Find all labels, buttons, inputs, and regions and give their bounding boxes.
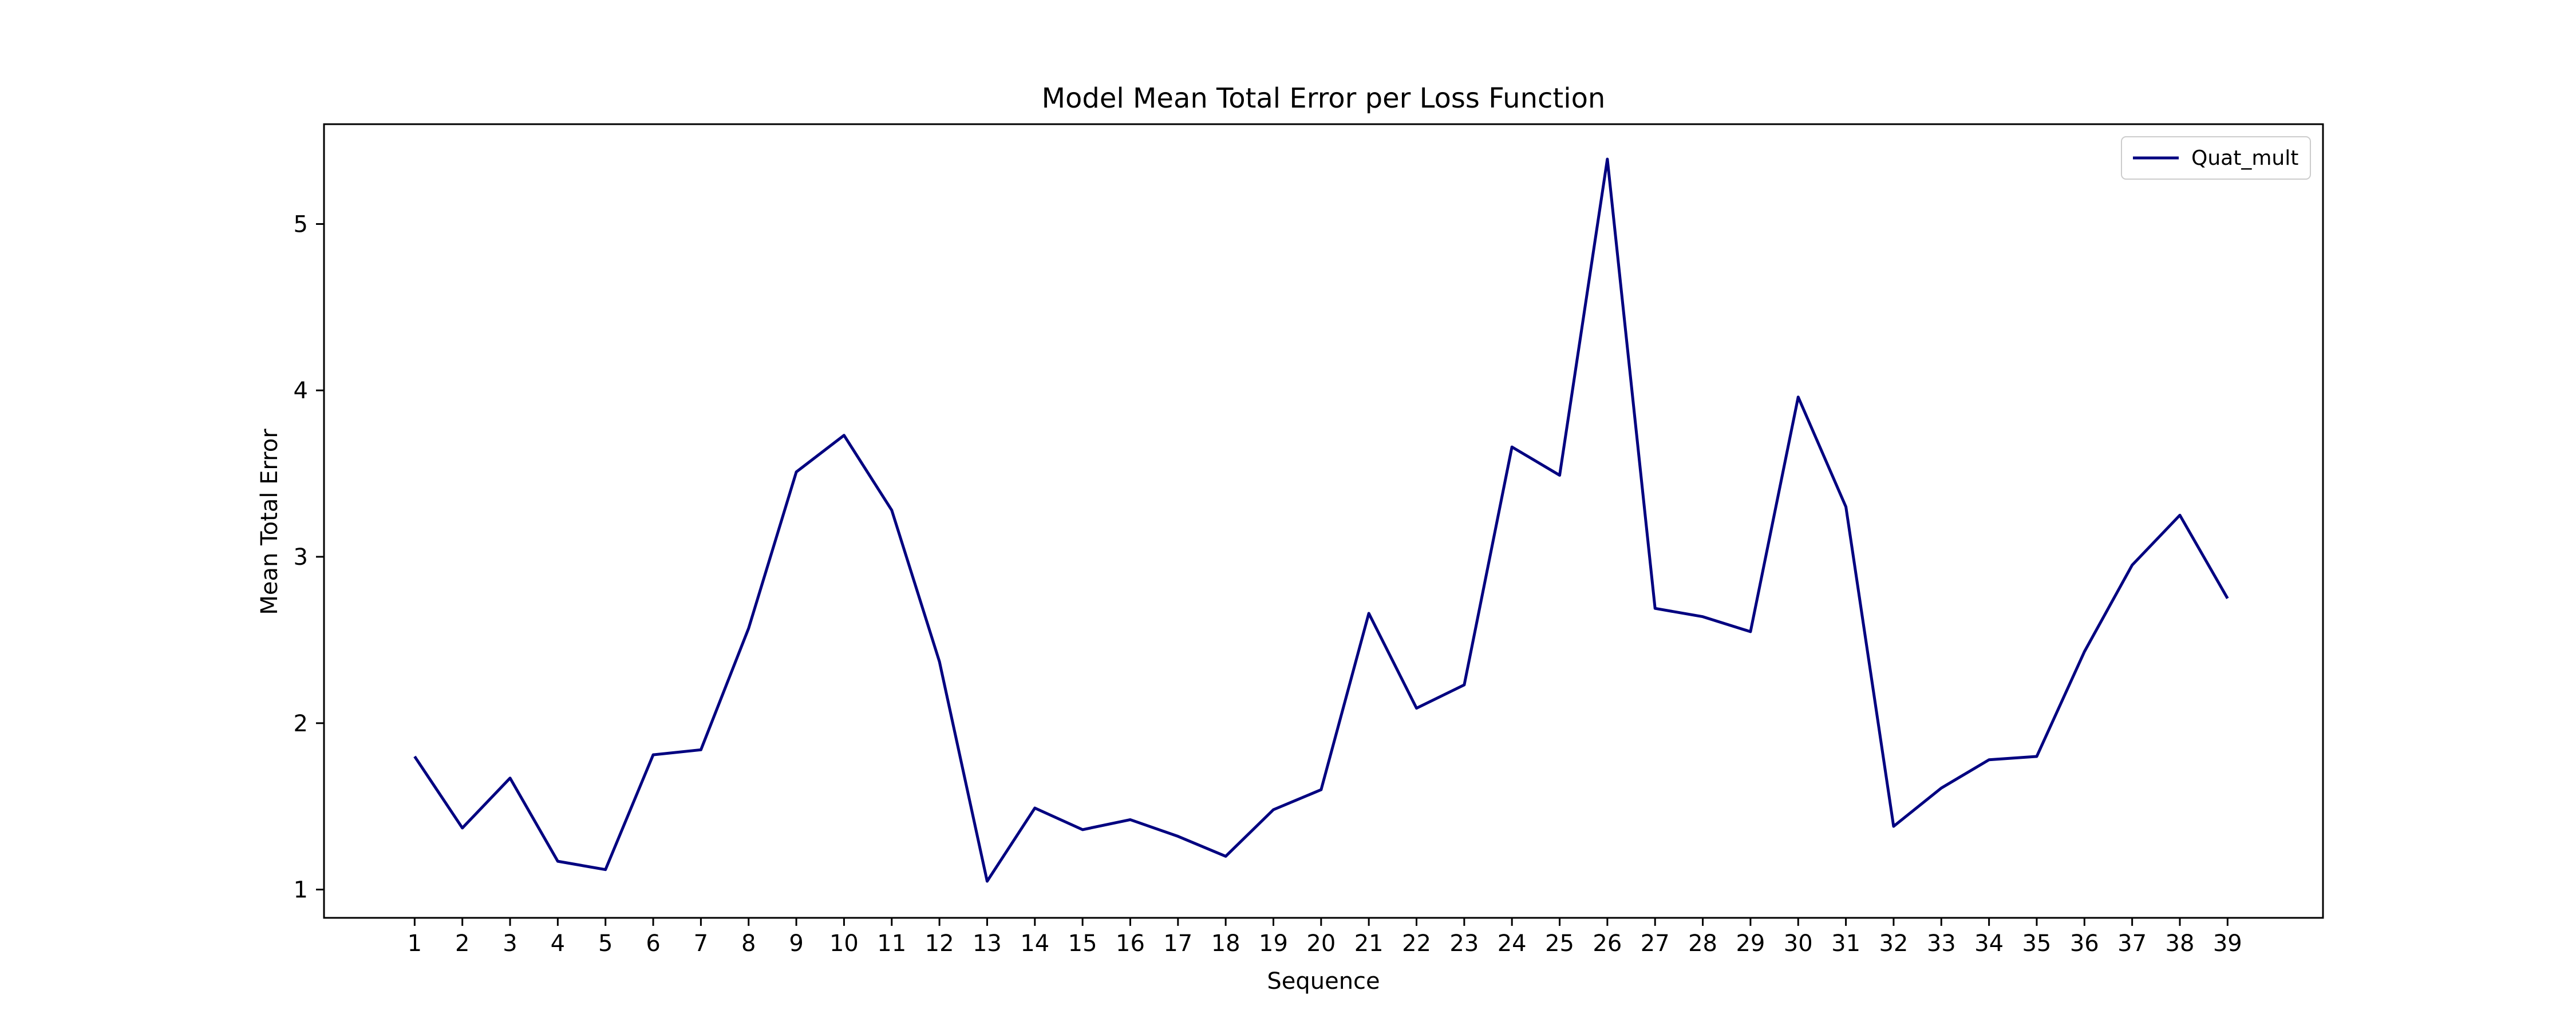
y-tick-label: 3 [294,544,308,571]
x-tick-label: 24 [1498,930,1527,957]
x-axis-title: Sequence [1267,968,1380,995]
x-tick-label: 38 [2166,930,2195,957]
x-tick-label: 9 [789,930,803,957]
x-tick-label: 21 [1354,930,1384,957]
x-tick-label: 25 [1545,930,1574,957]
x-tick-label: 3 [503,930,517,957]
chart-title: Model Mean Total Error per Loss Function [1042,82,1606,114]
legend-label: Quat_mult [2191,146,2298,170]
x-tick-label: 10 [829,930,859,957]
x-tick-label: 14 [1020,930,1049,957]
x-tick-label: 19 [1259,930,1288,957]
legend: Quat_mult [2121,136,2311,180]
x-tick-label: 7 [694,930,708,957]
x-tick-label: 31 [1831,930,1860,957]
y-axis-title: Mean Total Error [256,429,283,615]
x-tick-label: 12 [925,930,954,957]
x-tick-label: 8 [741,930,756,957]
x-tick-label: 39 [2213,930,2242,957]
x-tick-label: 4 [551,930,565,957]
x-tick-label: 11 [877,930,906,957]
x-tick-label: 30 [1784,930,1813,957]
x-tick-label: 2 [455,930,469,957]
plot-frame [323,123,2324,919]
x-tick-label: 22 [1402,930,1431,957]
legend-box [2121,136,2311,180]
x-tick-label: 27 [1641,930,1670,957]
x-tick-label: 20 [1306,930,1336,957]
series-line-Quat_mult [413,157,2229,883]
x-tick-label: 6 [646,930,660,957]
x-tick-label: 1 [408,930,422,957]
x-tick-label: 28 [1688,930,1717,957]
x-tick-label: 33 [1927,930,1956,957]
y-tick-label: 1 [294,877,308,904]
x-tick-label: 32 [1879,930,1908,957]
x-tick-label: 18 [1211,930,1240,957]
y-tick-label: 2 [294,711,308,737]
x-tick-label: 16 [1116,930,1145,957]
y-tick-label: 5 [294,211,308,237]
x-tick-label: 29 [1736,930,1765,957]
x-tick-label: 36 [2070,930,2099,957]
plot-area: 1 2 3 4 5 6 7 8 9 10 11 12 13 14 15 16 17 18 19 20 21 22 23 24 2… [294,123,2324,957]
x-tick-label: 17 [1163,930,1192,957]
x-tick-label: 34 [1974,930,2004,957]
x-tick-label: 35 [2022,930,2051,957]
y-tick-label: 4 [294,378,308,404]
x-tick-label: 15 [1068,930,1097,957]
x-tick-label: 37 [2117,930,2147,957]
x-tick-label: 23 [1449,930,1479,957]
x-tick-label: 5 [598,930,613,957]
x-tick-label: 13 [973,930,1002,957]
x-tick-label: 26 [1593,930,1622,957]
